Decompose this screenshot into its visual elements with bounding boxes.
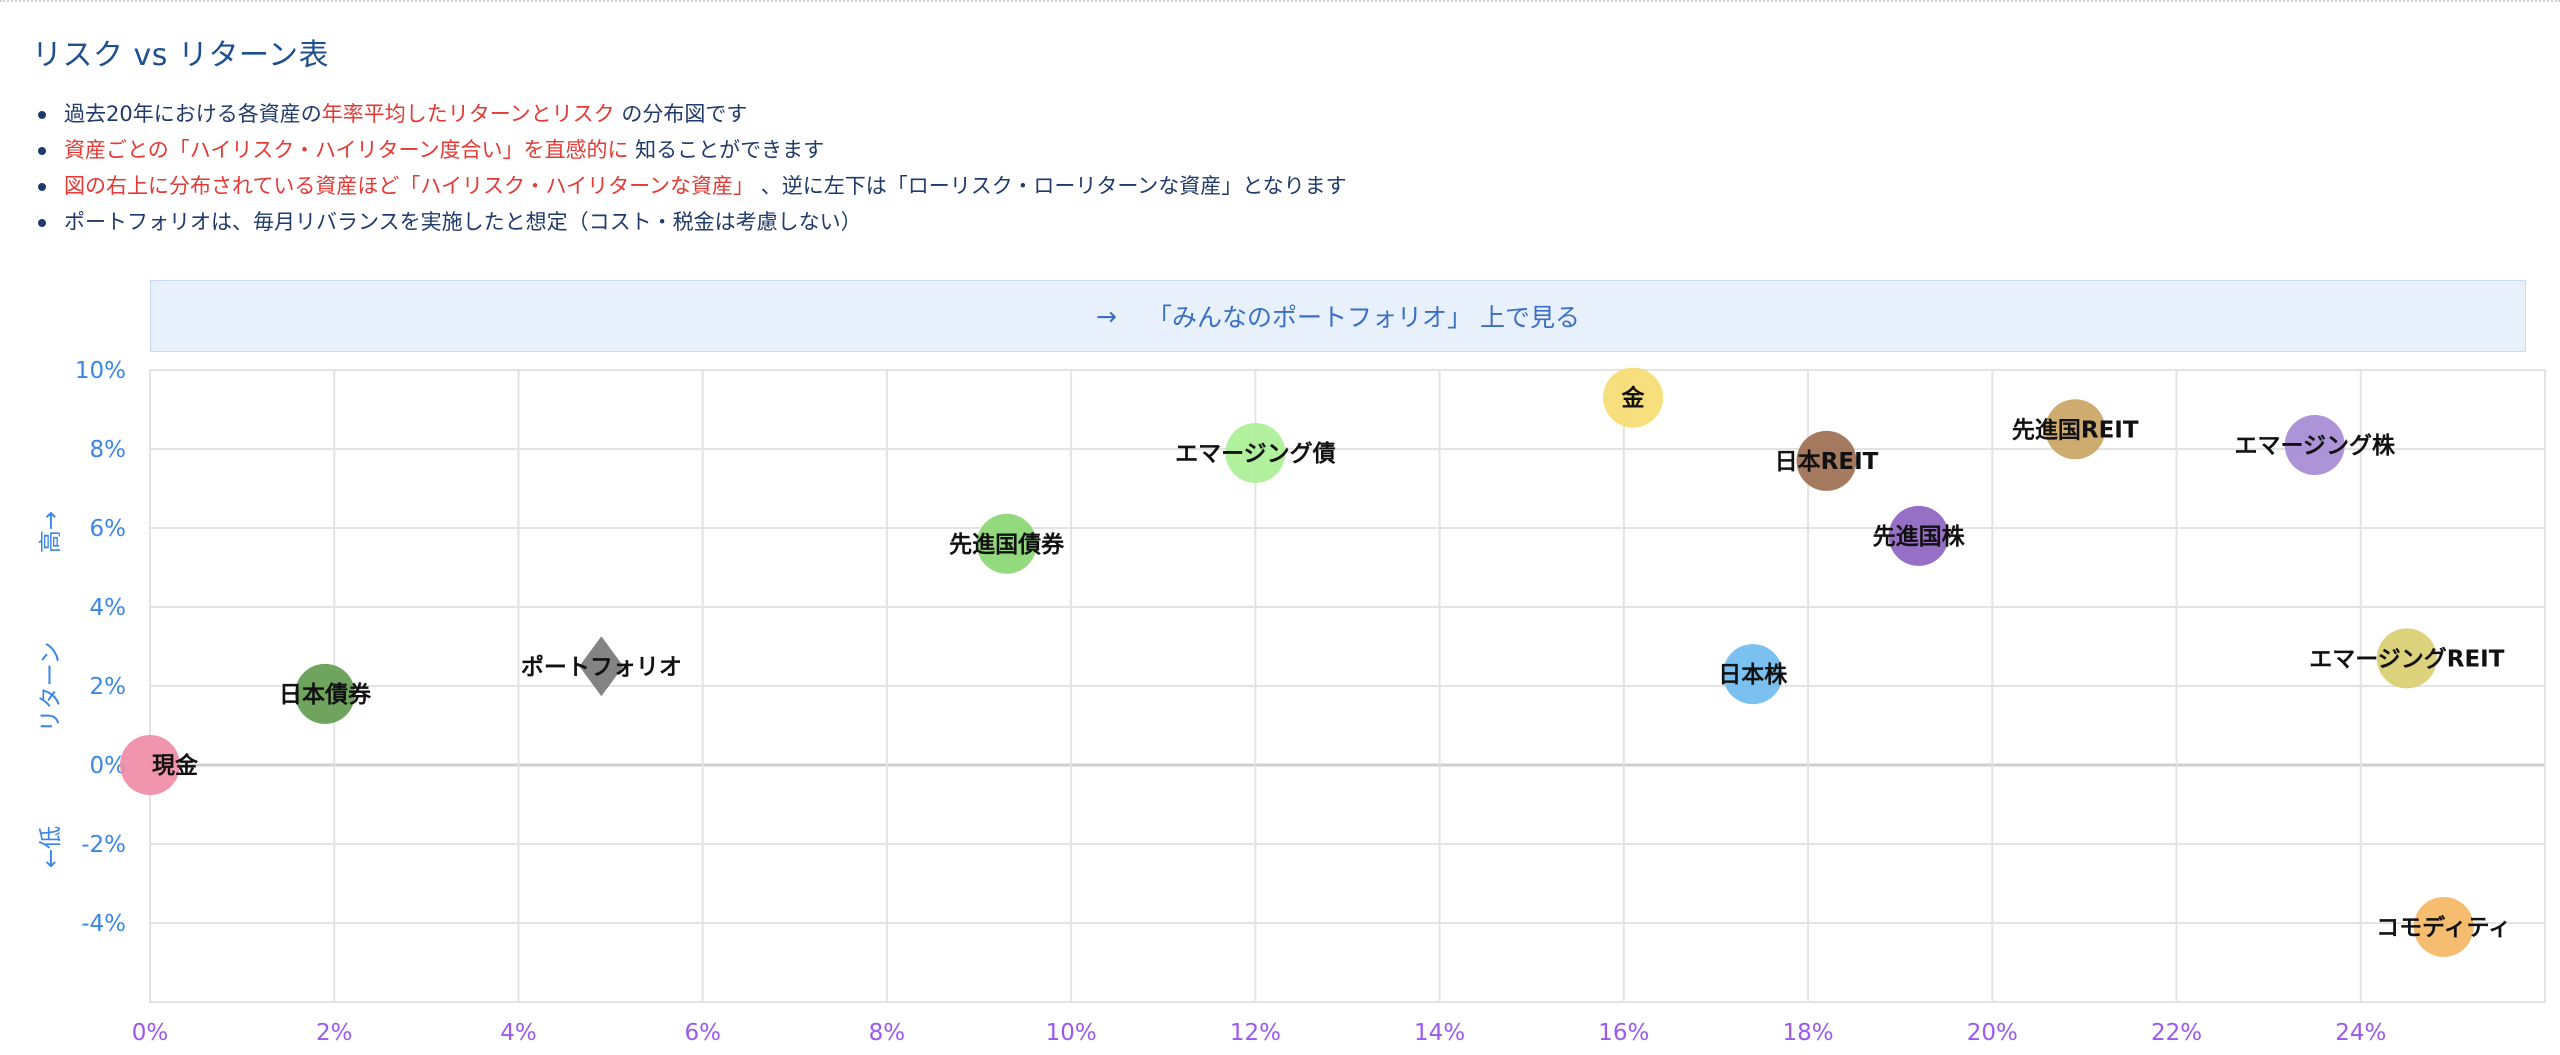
y-tick-label: -2% [81,832,126,858]
asset-point [1225,422,1286,483]
y-tick-label: 4% [90,595,127,621]
y-tick-label: 10% [75,358,126,384]
y-tick-label: 2% [90,674,127,700]
y-axis-label: 高→ リターン ←低 [38,511,64,868]
x-tick-label: 18% [1783,1020,1834,1046]
asset-label: エマージング株 [2234,432,2396,459]
asset-label: 日本REIT [1775,449,1879,475]
asset-label: 先進国株 [1873,524,1966,550]
asset-label: ポートフォリオ [521,653,682,680]
y-tick-label: 0% [90,753,127,779]
arrow-right-icon: → [1096,301,1117,331]
asset-label: 日本株 [1718,662,1788,688]
asset-label: エマージングREIT [2309,645,2505,672]
top-divider [0,0,2560,2]
asset-point [295,663,356,724]
asset-point [976,513,1037,574]
y-axis-label-part: ←低 [38,826,64,868]
banner-label: 「みんなのポートフォリオ」 上で見る [1147,303,1580,332]
description-item: 資産ごとの「ハイリスク・ハイリターン度合い」を直感的に 知ることができます [34,132,1347,168]
asset-label: 金 [1621,385,1646,412]
asset-point [2045,399,2106,460]
y-tick-label: 6% [90,516,127,542]
y-axis-label-part: 高→ [38,511,64,553]
asset-label: コモディティ [2376,914,2511,941]
chart-grid [149,369,2546,1003]
x-tick-label: 4% [500,1020,537,1046]
x-tick-label: 12% [1230,1020,1281,1046]
asset-point [1888,505,1949,566]
asset-point [1796,430,1857,491]
x-tick-label: 24% [2335,1020,2386,1046]
x-tick-label: 6% [684,1020,721,1046]
description-item: 図の右上に分布されている資産ほど「ハイリスク・ハイリターンな資産」 、逆に左下は… [34,168,1347,204]
asset-point [1722,644,1783,705]
y-axis-label-part: リターン [38,642,64,733]
x-tick-label: 2% [316,1020,353,1046]
asset-label: エマージング債 [1175,440,1336,467]
x-tick-label: 22% [2151,1020,2202,1046]
y-tick-label: 8% [90,437,127,463]
y-tick-label: -4% [81,911,126,937]
asset-label: 日本債券 [279,681,372,708]
description-item: 過去20年における各資産の年率平均したリターンとリスク の分布図です [34,96,1347,132]
description-item: ポートフォリオは、毎月リバランスを実施したと想定（コスト・税金は考慮しない） [34,204,1347,240]
y-axis-ticks: 10% 8% 6% 4% 2% 0% -2% -4% [75,358,126,937]
page-title: リスク vs リターン表 [32,38,329,73]
x-tick-label: 8% [869,1020,906,1046]
x-tick-label: 20% [1967,1020,2018,1046]
asset-label: 現金 [152,752,199,779]
x-axis-ticks: 0% 2% 4% 6% 8% 10% 12% 14% 16% 18% 20% 22% 24% [132,1020,2387,1046]
description-list: 過去20年における各資産の年率平均したリターンとリスク の分布図です 資産ごとの… [34,96,1347,240]
asset-point [2413,896,2474,957]
asset-point [2376,628,2437,689]
x-tick-label: 0% [132,1020,169,1046]
view-on-minna-portfolio-link[interactable]: → 「みんなのポートフォリオ」 上で見る [150,280,2526,352]
asset-label: 先進国債券 [949,531,1065,558]
asset-point [1603,367,1664,428]
risk-return-scatter-chart: 10% 8% 6% 4% 2% 0% -2% -4% 0% 2% 4% 6% 8% 10% 12% 14% 1… [38,358,2546,1046]
x-tick-label: 10% [1046,1020,1097,1046]
x-tick-label: 16% [1598,1020,1649,1046]
asset-point [120,735,180,795]
x-tick-label: 14% [1414,1020,1465,1046]
asset-label: 先進国REIT [2012,417,2139,443]
portfolio-marker [579,636,624,697]
asset-point [2284,415,2345,476]
